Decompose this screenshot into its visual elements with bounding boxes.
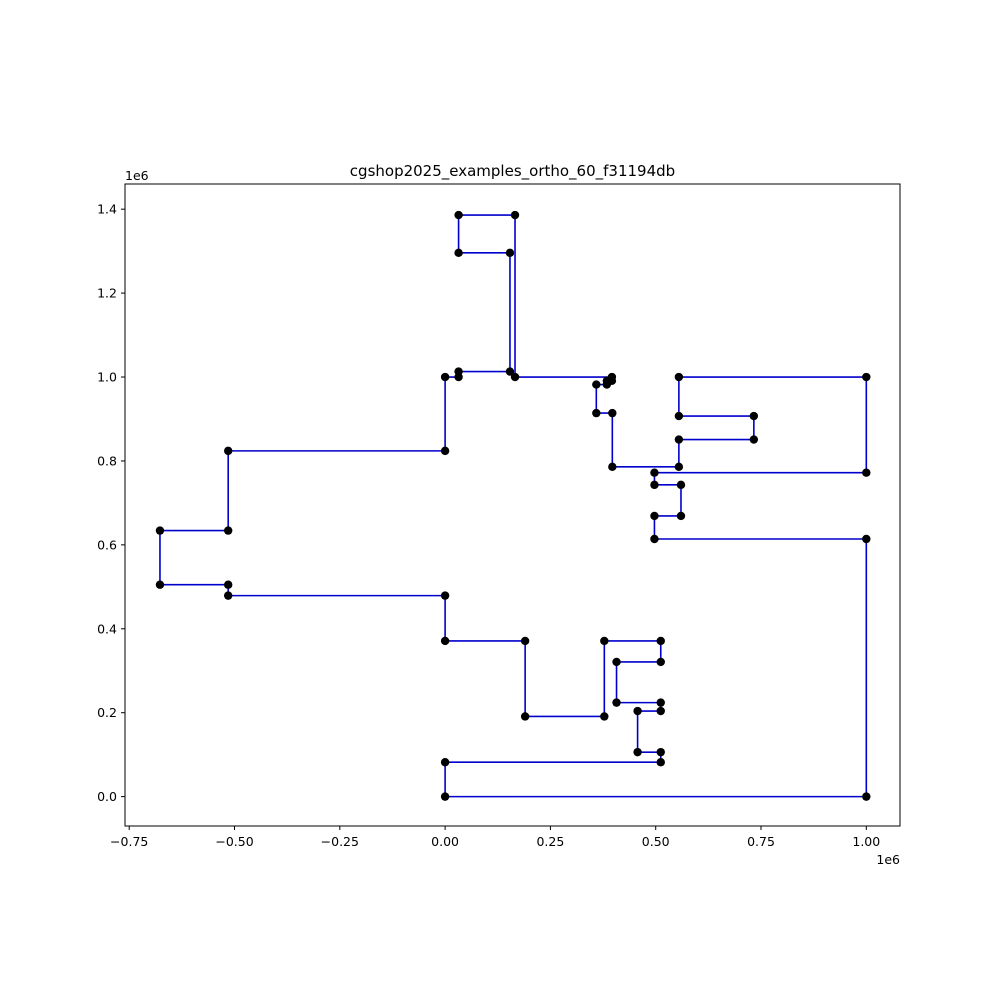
vertex-point (650, 511, 659, 521)
x-offset-label: 1e6 (876, 852, 900, 867)
vertex-point (650, 480, 659, 490)
chart-title: cgshop2025_examples_ortho_60_f31194db (350, 162, 675, 181)
vertex-point (749, 435, 759, 444)
vertex-point (440, 446, 450, 456)
vertex-point (454, 248, 463, 258)
vertex-point (656, 657, 665, 667)
x-tick-label: 0.75 (747, 834, 775, 849)
vertex-point (592, 380, 601, 389)
vertex-point (600, 636, 609, 646)
y-tick-label: 1.2 (97, 286, 117, 301)
vertex-point (656, 706, 665, 716)
vertex-point (520, 712, 530, 721)
y-offset-label: 1e6 (125, 168, 149, 183)
x-tick-label: 1.00 (852, 834, 880, 849)
y-tick-label: 1.0 (97, 370, 117, 385)
vertex-point (440, 636, 450, 646)
vertex-point (223, 591, 233, 600)
vertex-point (440, 591, 450, 600)
vertex-point (607, 372, 617, 382)
vertex-point (674, 411, 684, 421)
vertex-point (676, 511, 686, 521)
y-tick-label: 0.0 (97, 789, 117, 804)
vertex-point (612, 657, 621, 667)
vertex-point (510, 210, 520, 220)
y-tick-label: 1.4 (97, 202, 117, 217)
vertex-point (454, 372, 463, 382)
vertex-point (674, 435, 684, 444)
vertex-point (505, 248, 515, 258)
vertex-point (510, 372, 520, 382)
x-tick-label: 0.25 (536, 834, 564, 849)
x-tick-label: −0.25 (321, 834, 359, 849)
vertex-point (656, 698, 665, 707)
plot-area (155, 210, 871, 801)
vertex-point (223, 526, 233, 535)
vertex-point (650, 468, 659, 477)
vertex-point (155, 580, 165, 589)
x-tick-label: −0.75 (110, 834, 148, 849)
y-tick-label: 0.6 (97, 537, 117, 552)
vertex-point (656, 747, 665, 757)
vertex-point (505, 367, 515, 376)
vertex-point (656, 636, 665, 646)
vertex-point (633, 706, 642, 716)
x-tick-label: −0.50 (215, 834, 253, 849)
vertex-point (440, 758, 450, 767)
y-tick-label: 0.2 (97, 705, 117, 720)
vertex-point (862, 468, 871, 477)
vertex-point (862, 534, 871, 544)
vertex-point (520, 636, 530, 646)
vertex-point (440, 792, 450, 801)
vertex-point (612, 698, 621, 707)
x-tick-label: 0.00 (431, 834, 459, 849)
vertex-point (749, 411, 759, 421)
vertex-point (155, 526, 165, 535)
vertex-point (676, 480, 686, 490)
vertex-point (608, 462, 617, 472)
axes-frame (124, 183, 901, 827)
vertex-point (608, 408, 617, 418)
vertex-point (223, 446, 233, 456)
vertex-point (454, 210, 463, 220)
vertex-point (600, 712, 609, 721)
vertex-point (656, 758, 665, 767)
vertex-point (862, 792, 871, 801)
x-tick-label: 0.50 (642, 834, 670, 849)
axes: −0.75 −0.50 −0.25 0.00 0.25 0.50 0.75 1.00 0.0 0.… (97, 183, 901, 849)
vertex-point (650, 534, 659, 544)
vertex-point (862, 372, 871, 382)
vertex-point (674, 372, 684, 382)
vertex-point (633, 747, 642, 757)
y-tick-label: 0.8 (97, 453, 117, 468)
vertex-point (674, 462, 684, 472)
y-tick-label: 0.4 (97, 621, 117, 636)
vertex-point (440, 372, 450, 382)
vertex-point (223, 580, 233, 589)
vertex-point (592, 408, 601, 418)
